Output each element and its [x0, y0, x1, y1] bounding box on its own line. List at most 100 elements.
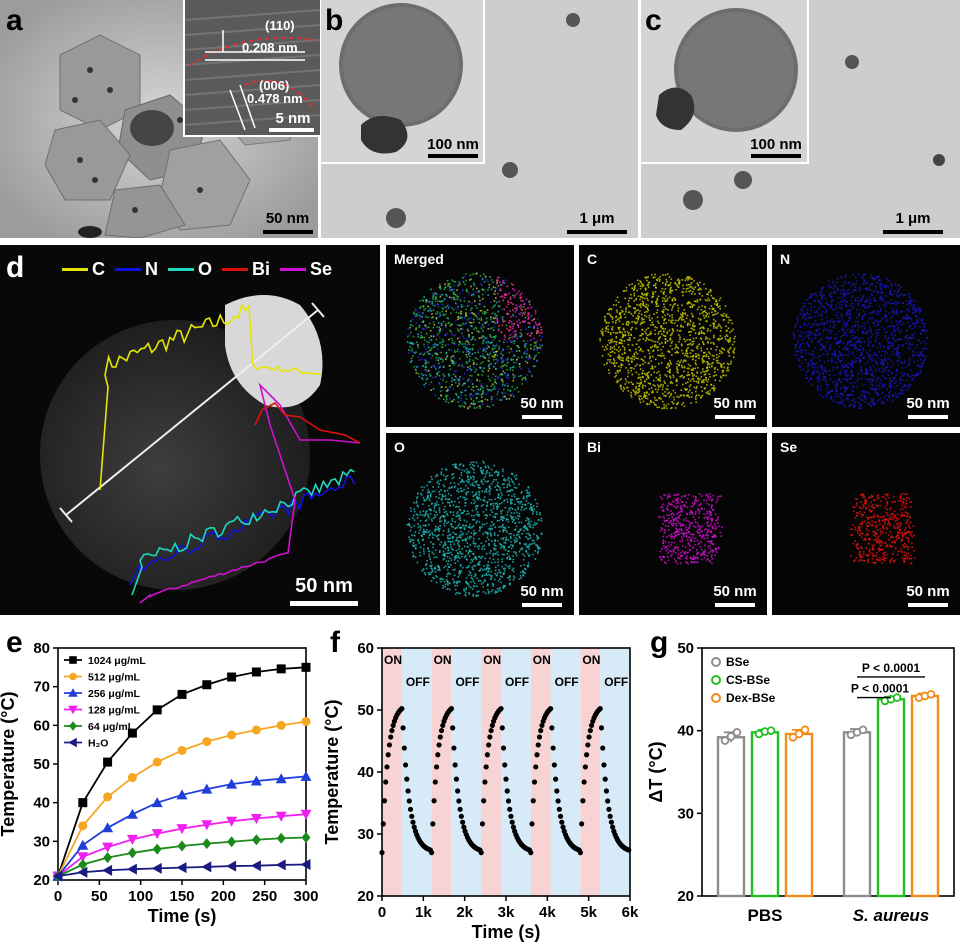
eds-dot: [657, 277, 660, 280]
eds-dot: [456, 308, 459, 311]
eds-dot: [446, 332, 449, 335]
eds-dot: [906, 334, 908, 337]
eds-dot: [848, 281, 851, 284]
eds-dot: [896, 292, 899, 294]
eds-dot: [467, 369, 469, 372]
eds-dot: [896, 302, 899, 304]
eds-dot: [620, 359, 623, 362]
eds-dot: [844, 363, 847, 366]
eds-dot: [492, 281, 494, 283]
eds-dot: [692, 375, 694, 377]
eds-dot: [797, 339, 799, 342]
eds-dot: [426, 333, 428, 336]
eds-dot: [527, 564, 530, 567]
eds-dot: [841, 300, 844, 303]
eds-dot: [528, 322, 531, 325]
eds-dot: [718, 362, 720, 364]
eds-dot: [424, 564, 427, 566]
eds-dot: [501, 399, 503, 402]
eds-dot: [686, 276, 689, 278]
eds-dot: [905, 385, 908, 387]
eds-dot: [823, 327, 826, 330]
eds-dot: [475, 557, 477, 559]
eds-dot: [469, 395, 471, 397]
eds-dot: [502, 524, 504, 527]
eds-dot: [862, 295, 865, 298]
eds-dot: [911, 327, 913, 330]
eds-dot: [719, 363, 722, 365]
eds-dot: [489, 352, 491, 355]
trace-bismuth: [254, 401, 361, 444]
eds-dot: [644, 372, 646, 375]
eds-dot: [729, 338, 731, 340]
eds-dot: [493, 385, 496, 388]
eds-dot: [874, 403, 877, 405]
eds-dot: [513, 495, 516, 498]
eds-dot: [453, 581, 455, 584]
eds-dot: [623, 328, 625, 331]
eds-dot: [504, 384, 506, 387]
eds-dot: [444, 519, 446, 521]
eds-dot: [472, 495, 474, 498]
eds-dot: [434, 352, 436, 355]
eds-dot: [451, 323, 453, 326]
eds-dot: [676, 368, 678, 370]
eds-dot: [730, 346, 732, 349]
eds-dot: [679, 361, 681, 363]
eds-dot: [627, 390, 630, 392]
eds-dot: [642, 359, 645, 362]
eds-dot: [493, 305, 495, 308]
eds-dot: [445, 356, 448, 359]
eds-dot: [713, 368, 716, 370]
eds-dot: [483, 392, 485, 395]
eds-dot: [689, 302, 691, 304]
eds-dot: [427, 531, 429, 533]
eds-dot: [539, 346, 541, 349]
eds-dot: [516, 359, 518, 361]
eds-dot: [502, 365, 504, 367]
eds-dot: [875, 387, 878, 390]
eds-dot: [468, 334, 470, 337]
eds-dot: [711, 297, 714, 299]
eds-dot: [621, 364, 624, 366]
eds-dot: [915, 322, 917, 325]
eds-dot: [691, 341, 693, 343]
eds-dot: [707, 297, 710, 300]
eds-dot: [818, 324, 820, 326]
eds-dot: [631, 287, 633, 290]
eds-dot: [615, 299, 617, 302]
eds-dot: [442, 303, 444, 306]
eds-dot: [453, 296, 455, 299]
eds-dot: [491, 320, 493, 323]
eds-dot: [896, 368, 898, 371]
eds-dot: [644, 293, 646, 295]
eds-dot: [479, 407, 481, 409]
eds-dot: [719, 349, 721, 352]
eds-dot: [670, 380, 672, 383]
eds-dot: [911, 337, 913, 339]
eds-dot: [870, 335, 872, 338]
eds-dot: [712, 318, 715, 321]
eds-dot: [424, 358, 426, 361]
eds-dot: [807, 369, 810, 372]
eds-dot: [888, 325, 890, 328]
eds-dot: [697, 353, 700, 356]
eds-dot: [851, 326, 853, 328]
eds-dot: [419, 525, 421, 527]
eds-dot: [649, 333, 651, 335]
eds-dot: [523, 571, 526, 574]
eds-dot: [481, 284, 483, 287]
eds-dot: [470, 461, 473, 464]
eds-dot: [908, 309, 910, 312]
eds-dot: [530, 371, 532, 373]
eds-dot: [506, 382, 508, 385]
eds-dot: [840, 368, 843, 371]
eds-dot: [458, 517, 461, 520]
eds-dot: [833, 401, 836, 404]
eds-dot: [499, 487, 501, 489]
eds-dot: [630, 313, 633, 315]
eds-dot: [719, 325, 721, 327]
eds-dot: [509, 484, 511, 487]
eds-dot: [868, 402, 870, 404]
eds-dot: [715, 374, 718, 376]
